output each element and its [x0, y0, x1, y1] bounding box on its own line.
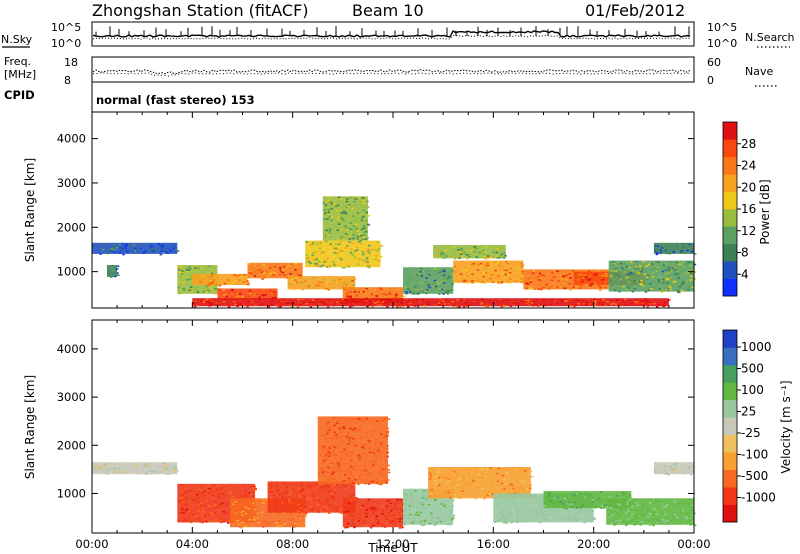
- power-y-tick-label: 1000: [57, 265, 86, 279]
- power-colorbar-swatch: [723, 122, 737, 140]
- time-tick-label: 00:00: [75, 537, 108, 551]
- power-colorbar-tick: 28: [741, 137, 756, 151]
- power-colorbar-swatch: [723, 261, 737, 279]
- nsky-label: N.Sky: [1, 33, 33, 46]
- velocity-colorbar-tick: -25: [741, 426, 761, 440]
- freq-trace: [92, 69, 691, 77]
- power-colorbar-swatch: [723, 226, 737, 245]
- nsearch-top-tick: 10^5: [707, 21, 737, 34]
- velocity-colorbar-swatch: [723, 452, 737, 470]
- velocity-colorbar-swatch: [723, 364, 737, 383]
- velocity-axes: 1000 2000 3000 4000 00:00 04:00 08:00 12:00 16:0…: [57, 320, 711, 551]
- nave-top-tick: 60: [707, 56, 721, 69]
- velocity-colorbar: 1000 500 100 25 -25 -100 -500 -1000 Velocity [m…: [722, 329, 793, 523]
- freq-top-tick: 18: [64, 56, 78, 69]
- nsky-top-tick: 10^5: [51, 21, 81, 34]
- velocity-colorbar-swatch: [723, 469, 737, 488]
- nave-bottom-tick: 0: [707, 74, 714, 87]
- power-panel: 1000 2000 3000 4000 Slant Range [km]: [23, 111, 697, 309]
- velocity-colorbar-swatch: [723, 382, 737, 401]
- power-colorbar-swatch: [723, 174, 737, 192]
- power-y-tick-label: 4000: [57, 132, 86, 146]
- time-tick-label: 16:00: [477, 537, 510, 551]
- cpid-value: normal (fast stereo) 153: [96, 93, 255, 107]
- nave-label: Nave: [745, 65, 773, 78]
- time-tick-label: 08:00: [276, 537, 309, 551]
- power-cell: [653, 242, 694, 254]
- velocity-panel: 1000 2000 3000 4000 00:00 04:00 08:00 12:00 16:0…: [23, 319, 711, 554]
- power-colorbar-tick: 4: [741, 267, 749, 281]
- power-cell: [192, 273, 248, 285]
- velocity-colorbar-tick: -1000: [741, 491, 776, 505]
- power-ylabel: Slant Range [km]: [23, 158, 37, 262]
- nsearch-bottom-tick: 10^0: [707, 37, 737, 50]
- velocity-colorbar-tick: 25: [741, 405, 756, 419]
- power-colorbar-swatch: [723, 278, 737, 297]
- nsky-bottom-tick: 10^0: [51, 37, 81, 50]
- time-tick-label: 20:00: [577, 537, 610, 551]
- power-axes: 1000 2000 3000 4000: [57, 112, 695, 308]
- power-colorbar: 4 8 12 16 20 24 28 Power [dB]: [722, 121, 772, 297]
- velocity-colorbar-label: Velocity [m s⁻¹]: [779, 380, 793, 473]
- station-title: Zhongshan Station (fitACF): [92, 1, 309, 20]
- nsky-trace: [92, 26, 691, 40]
- time-axis-label: Time UT: [367, 541, 418, 554]
- velocity-colorbar-tick: 1000: [741, 340, 772, 354]
- power-colorbar-tick: 20: [741, 180, 756, 194]
- cpid-row: CPID normal (fast stereo) 153: [4, 82, 255, 112]
- velocity-colorbar-swatch: [723, 487, 737, 505]
- freq-unit: [MHz]: [4, 68, 36, 81]
- nsearch-label: N.Search: [745, 31, 795, 44]
- cpid-label: CPID: [4, 88, 35, 102]
- velocity-colorbar-swatch: [723, 504, 737, 523]
- time-tick-label: 00:00: [677, 537, 710, 551]
- power-colorbar-swatch: [723, 139, 737, 158]
- velocity-colorbar-tick: 500: [741, 362, 764, 376]
- freq-label: Freq.: [4, 55, 31, 68]
- power-colorbar-swatch: [723, 156, 737, 175]
- power-colorbar-tick: 12: [741, 224, 756, 238]
- power-colorbar-tick: 8: [741, 246, 749, 260]
- velocity-y-tick-label: 2000: [57, 438, 86, 452]
- beam-label: Beam 10: [352, 1, 424, 20]
- velocity-y-tick-label: 1000: [57, 486, 86, 500]
- velocity-y-tick-label: 4000: [57, 342, 86, 356]
- nsky-panel: N.Sky 10^5 10^0 10^5 10^0 N.Search: [1, 21, 795, 50]
- velocity-colorbar-swatch: [723, 434, 737, 453]
- velocity-colorbar-swatch: [723, 347, 737, 366]
- velocity-colorbar-swatch: [723, 399, 737, 418]
- date-label: 01/Feb/2012: [585, 1, 685, 20]
- power-colorbar-label: Power [dB]: [758, 179, 772, 244]
- velocity-colorbar-tick: -100: [741, 448, 768, 462]
- time-tick-label: 04:00: [176, 537, 209, 551]
- velocity-ylabel: Slant Range [km]: [23, 375, 37, 479]
- power-data-cells: [92, 196, 697, 308]
- power-colorbar-tick: 24: [741, 159, 756, 173]
- velocity-y-tick-label: 3000: [57, 390, 86, 404]
- power-colorbar-swatch: [723, 191, 737, 210]
- power-cell: [192, 298, 669, 307]
- velocity-colorbar-tick: 100: [741, 383, 764, 397]
- power-cell: [433, 245, 506, 259]
- power-y-tick-label: 2000: [57, 220, 86, 234]
- power-colorbar-swatch: [723, 243, 737, 262]
- velocity-colorbar-tick: -500: [741, 469, 768, 483]
- freq-panel: Freq. [MHz] 18 8 60 0 Nave: [4, 55, 778, 87]
- power-colorbar-swatch: [723, 209, 737, 227]
- power-colorbar-tick: 16: [741, 202, 756, 216]
- velocity-colorbar-swatch: [723, 330, 737, 348]
- time-tick-label: 12:00: [376, 537, 409, 551]
- power-cell: [217, 288, 278, 300]
- velocity-colorbar-swatch: [723, 417, 737, 436]
- power-y-tick-label: 3000: [57, 176, 86, 190]
- freq-bottom-tick: 8: [64, 74, 71, 87]
- velocity-data-cells: [92, 416, 697, 529]
